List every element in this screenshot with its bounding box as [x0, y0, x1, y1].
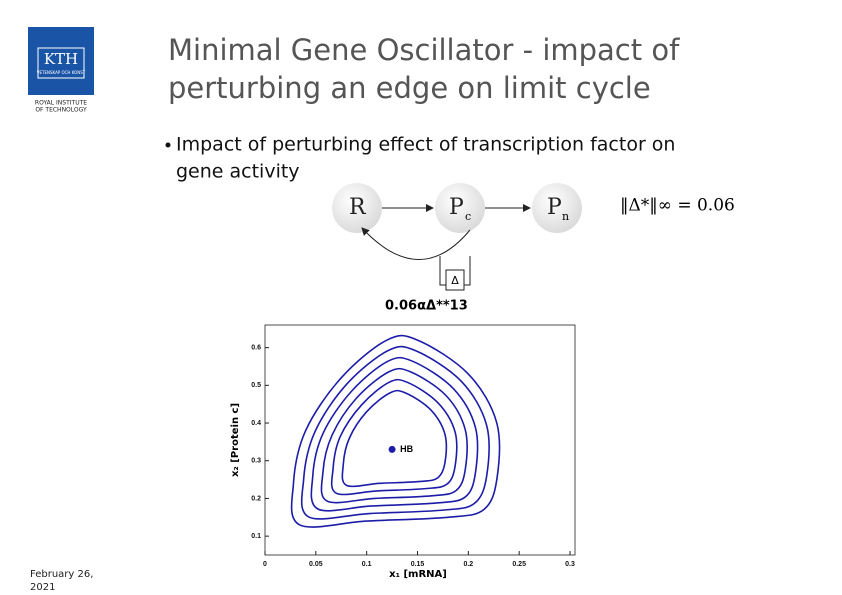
y-tick-label: 0.4: [251, 420, 261, 427]
node-label: P: [449, 195, 464, 220]
y-tick-label: 0.1: [251, 533, 261, 540]
x-tick-label: 0.3: [565, 561, 575, 568]
node-label: P: [547, 195, 562, 220]
limit-cycle: [290, 334, 501, 528]
date: February 26,: [30, 569, 93, 580]
x-axis-label: x₁ [mRNA]: [389, 569, 447, 580]
x-tick-label: 0.2: [463, 561, 473, 568]
node: [332, 183, 382, 233]
limit-cycle: [330, 378, 458, 496]
perturbation: Δ: [451, 274, 459, 287]
y-tick-label: 0.2: [251, 495, 261, 502]
node: [532, 183, 582, 233]
bullet-dot: [165, 142, 171, 148]
logo-text: ROYAL INSTITUTE: [35, 100, 87, 107]
x-tick-label: 0.05: [309, 561, 323, 568]
limit-cycle: [320, 367, 468, 504]
x-tick-label: 0.15: [411, 561, 425, 568]
y-tick-label: 0.6: [251, 344, 261, 351]
bullet-text: gene activity: [176, 161, 300, 183]
title: Minimal Gene Oscillator - impact of: [168, 33, 680, 67]
hb-point: [388, 445, 396, 453]
logo-text: OF TECHNOLOGY: [35, 107, 87, 114]
node-sub: c: [465, 210, 471, 223]
x-tick-label: 0.1: [362, 561, 372, 568]
date: 2021: [30, 582, 55, 593]
perturbation-link: [439, 256, 471, 286]
logo: [28, 27, 94, 95]
x-tick-label: 0: [263, 561, 267, 568]
x-tick-label: 0.25: [512, 561, 526, 568]
y-tick-label: 0.3: [251, 458, 261, 465]
y-axis-label: x₂ [Protein c]: [230, 403, 241, 477]
node-sub: n: [562, 210, 569, 223]
hb-label: HB: [400, 444, 413, 454]
logo-frame: [37, 47, 85, 79]
limit-cycle: [341, 389, 448, 488]
node-label: R: [349, 195, 367, 220]
plot: 0 0.05 0.1 0.15 0.2 0.25 0.3 0.1 0.2 0.3 0.4 0.5 0.6…: [230, 324, 576, 580]
diagram: Δ R P c P n ‖Δ*‖∞ = 0.06 0.06αΔ**13: [332, 183, 735, 314]
limit-cycle: [300, 345, 490, 520]
logo-motto: VETENSKAP OCH KONST: [37, 70, 86, 75]
overlay-text: 0.06αΔ**13: [385, 299, 468, 314]
limit-cycle: [310, 356, 479, 512]
logo-mark: KTH: [44, 50, 78, 68]
node: [435, 183, 485, 233]
bullet-text: Impact of perturbing effect of transcrip…: [176, 134, 675, 156]
plot-frame: [264, 324, 576, 556]
feedback-edge: [361, 227, 471, 260]
perturbation-box: [445, 269, 465, 291]
y-tick-label: 0.5: [251, 382, 261, 389]
title: perturbing an edge on limit cycle: [168, 71, 651, 105]
norm: ‖Δ*‖∞ = 0.06: [620, 196, 735, 216]
